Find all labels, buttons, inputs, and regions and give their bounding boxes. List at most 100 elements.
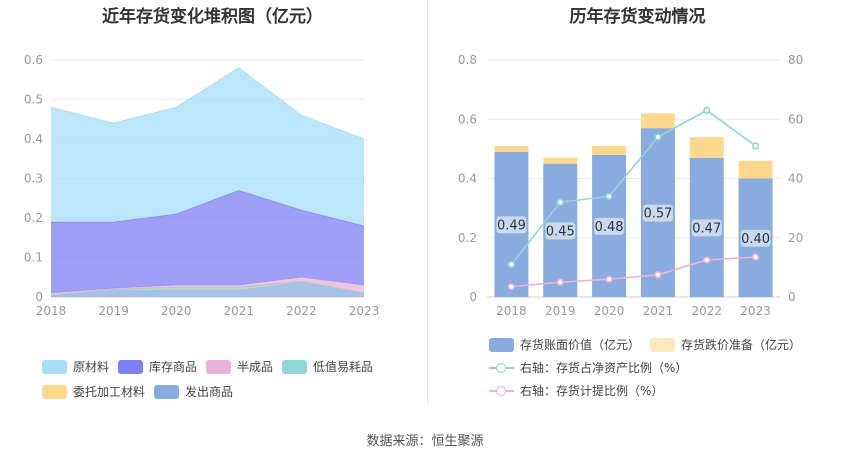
left-legend-swatch <box>42 359 67 374</box>
data-source-note: 数据来源：恒生聚源 <box>366 434 484 449</box>
right-chart-title: 历年存货变动情况 <box>569 7 706 27</box>
right-y2-tick-label: 0 <box>788 290 796 304</box>
left-legend-swatch <box>154 384 179 399</box>
right-x-tick-label: 2020 <box>594 304 625 318</box>
line-point-1 <box>654 271 662 279</box>
right-y-tick-label: 0.4 <box>458 172 477 186</box>
left-y-tick-label: 0.6 <box>24 53 43 67</box>
right-legend-label: 右轴：存货占净资产比例（%） <box>520 361 688 375</box>
bar-value-label-bg <box>642 204 673 222</box>
left-legend-label: 库存商品 <box>149 360 198 374</box>
left-legend-item-5[interactable]: 发出商品 <box>154 383 233 400</box>
right-legend-label: 存货账面价值（亿元） <box>520 338 641 352</box>
right-legend-swatch <box>489 361 514 375</box>
left-x-tick-label: 2021 <box>224 304 255 318</box>
right-legend-label: 右轴：存货计提比例（%） <box>520 384 664 398</box>
left-x-tick-label: 2022 <box>286 304 317 318</box>
right-legend-swatch <box>489 337 514 352</box>
left-legend-label: 低值易耗品 <box>313 360 374 374</box>
left-y-tick-label: 0.2 <box>24 211 43 225</box>
right-x-tick-label: 2018 <box>496 304 527 318</box>
left-legend-label: 发出商品 <box>185 385 234 399</box>
bar-impairment <box>592 145 627 155</box>
left-x-tick-label: 2020 <box>161 304 192 318</box>
right-legend-label: 存货跌价准备（亿元） <box>681 338 802 352</box>
left-x-tick-label: 2023 <box>349 304 380 318</box>
line-point-0 <box>654 133 662 141</box>
left-legend-item-2[interactable]: 半成品 <box>206 358 273 375</box>
right-y2-tick-label: 40 <box>788 172 803 186</box>
right-legend-item-1[interactable]: 存货跌价准备（亿元） <box>650 336 801 353</box>
right-legend-item-3[interactable]: 右轴：存货计提比例（%） <box>489 382 663 399</box>
bar-impairment <box>689 137 724 158</box>
bar-impairment <box>543 157 578 164</box>
right-x-tick-label: 2022 <box>691 304 722 318</box>
bar-impairment <box>640 113 675 129</box>
left-y-tick-label: 0.1 <box>24 251 43 265</box>
left-y-tick-label: 0.4 <box>24 132 43 146</box>
line-point-0 <box>703 106 711 114</box>
left-y-tick-label: 0.3 <box>24 172 43 186</box>
left-chart-title: 近年存货变化堆积图（亿元） <box>102 7 323 27</box>
bar-value-label: 0.57 <box>643 207 672 222</box>
line-point-0 <box>751 142 760 150</box>
bar-value-label-bg <box>496 216 527 234</box>
right-y2-tick-label: 20 <box>788 231 803 245</box>
left-legend-swatch <box>42 384 67 399</box>
left-legend-item-4[interactable]: 委托加工材料 <box>42 383 145 400</box>
bar-value-label-bg <box>545 222 576 240</box>
area-series-5 <box>51 67 364 226</box>
bar-impairment <box>494 145 529 152</box>
line-series-1 <box>511 256 756 288</box>
bar-value-label-bg <box>594 217 625 235</box>
area-series-4 <box>51 190 364 294</box>
right-legend-item-0[interactable]: 存货账面价值（亿元） <box>489 336 640 353</box>
left-legend-swatch <box>118 359 143 374</box>
panel-divider <box>427 0 428 405</box>
line-point-0 <box>556 198 564 206</box>
bar-value-label-bg <box>740 229 771 247</box>
left-x-tick-label: 2018 <box>36 304 67 318</box>
right-y-tick-label: 0 <box>469 290 477 304</box>
left-y-tick-label: 0 <box>35 290 43 304</box>
right-legend-item-2[interactable]: 右轴：存货占净资产比例（%） <box>489 359 687 376</box>
right-y-tick-label: 0.6 <box>458 112 477 126</box>
right-y-tick-label: 0.8 <box>458 53 477 67</box>
bar-impairment <box>738 160 773 179</box>
line-point-0 <box>507 260 516 269</box>
bar-value-label: 0.48 <box>595 220 624 235</box>
line-point-1 <box>507 283 516 291</box>
left-legend-item-0[interactable]: 原材料 <box>42 358 109 375</box>
bar-value-label: 0.49 <box>497 218 526 233</box>
left-legend-label: 原材料 <box>73 360 110 374</box>
line-point-1 <box>556 278 564 286</box>
left-legend-swatch <box>206 359 231 374</box>
right-x-tick-label: 2023 <box>740 304 771 318</box>
left-legend-label: 委托加工材料 <box>73 385 146 399</box>
left-legend-item-1[interactable]: 库存商品 <box>118 358 197 375</box>
bar-value-label-bg <box>691 219 722 237</box>
left-x-tick-label: 2019 <box>98 304 129 318</box>
right-y2-tick-label: 60 <box>788 112 803 126</box>
right-legend-swatch <box>650 337 675 352</box>
bar-value-label: 0.40 <box>741 232 770 247</box>
line-point-0 <box>605 192 613 200</box>
line-point-1 <box>605 275 613 283</box>
left-legend-item-3[interactable]: 低值易耗品 <box>282 358 373 375</box>
line-series-0 <box>510 109 757 265</box>
line-point-1 <box>751 253 760 261</box>
right-x-tick-label: 2021 <box>643 304 674 318</box>
left-y-tick-label: 0.5 <box>24 93 43 107</box>
left-legend-swatch <box>282 359 307 374</box>
left-legend-label: 半成品 <box>237 360 274 374</box>
right-y-tick-label: 0.2 <box>458 231 477 245</box>
area-series-3 <box>51 277 364 296</box>
area-series-2 <box>51 281 364 296</box>
bar-value-label: 0.47 <box>692 221 721 236</box>
bar-value-label: 0.45 <box>546 224 575 239</box>
right-legend-swatch <box>489 384 514 398</box>
line-point-1 <box>703 256 711 264</box>
right-x-tick-label: 2019 <box>545 304 576 318</box>
right-y2-tick-label: 80 <box>788 53 803 67</box>
